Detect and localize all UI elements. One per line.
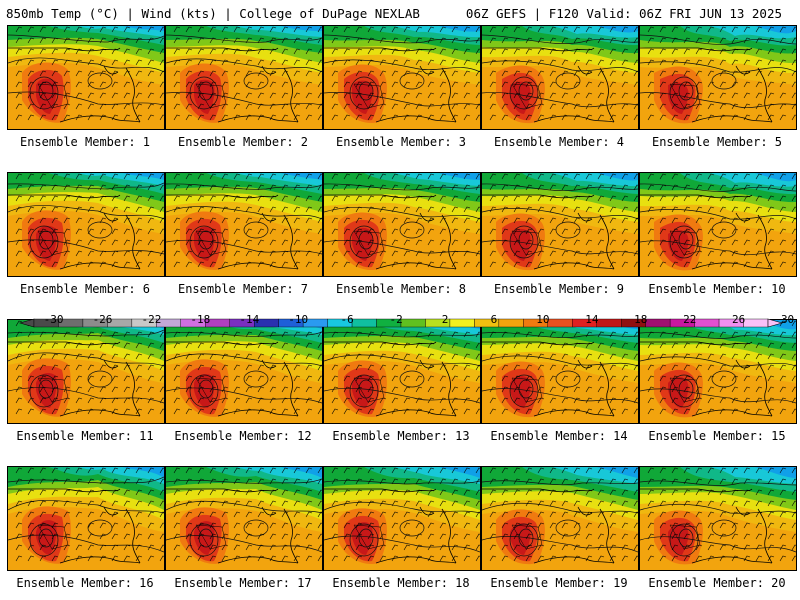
colorbar-max-arrow xyxy=(767,318,784,328)
colorbar-tick-label: -10 xyxy=(288,313,308,326)
ensemble-member-map xyxy=(323,319,481,424)
colorbar-tick-label: -30 xyxy=(44,313,64,326)
colorbar-tick-label: 2 xyxy=(442,313,449,326)
colorbar-swatch xyxy=(400,318,426,328)
ensemble-member-label: Ensemble Member: 19 xyxy=(490,576,628,590)
ensemble-member-label: Ensemble Member: 8 xyxy=(335,282,467,296)
colorbar-swatch xyxy=(645,318,671,328)
colorbar-tick-label: 18 xyxy=(634,313,647,326)
ensemble-member-label: Ensemble Member: 11 xyxy=(16,429,154,443)
ensemble-member-map xyxy=(7,319,165,424)
ensemble-member-label: Ensemble Member: 20 xyxy=(648,576,786,590)
colorbar-tick-label: 14 xyxy=(585,313,599,326)
temperature-map xyxy=(482,173,638,276)
temperature-map xyxy=(324,467,480,570)
temperature-map xyxy=(482,26,638,129)
temperature-map xyxy=(482,467,638,570)
ensemble-member-label: Ensemble Member: 7 xyxy=(177,282,309,296)
colorbar-swatch xyxy=(351,318,377,328)
ensemble-member-map xyxy=(165,466,323,571)
chart-title: 850mb Temp (°C) | Wind (kts) | College o… xyxy=(6,6,420,21)
ensemble-member-map xyxy=(481,25,639,130)
colorbar-tick-label: 10 xyxy=(536,313,549,326)
ensemble-member-label: Ensemble Member: 13 xyxy=(332,429,470,443)
temperature-map xyxy=(166,173,322,276)
ensemble-member-map xyxy=(481,319,639,424)
ensemble-member-map xyxy=(639,466,797,571)
colorbar-swatch xyxy=(498,318,524,328)
temperature-map xyxy=(166,320,322,423)
ensemble-member-map xyxy=(165,172,323,277)
colorbar-tick-label: 22 xyxy=(683,313,696,326)
temperature-map xyxy=(482,320,638,423)
temperature-map xyxy=(166,26,322,129)
temperature-map xyxy=(324,26,480,129)
colorbar-tick-label: 26 xyxy=(732,313,745,326)
temperature-map xyxy=(640,26,796,129)
ensemble-member-map xyxy=(481,172,639,277)
temperature-colorbar: -30-26-22-18-14-10-6-2261014182226303438… xyxy=(18,313,794,328)
colorbar-swatch xyxy=(743,318,769,328)
colorbar-tick-label: -14 xyxy=(239,313,259,326)
ensemble-member-map xyxy=(323,466,481,571)
ensemble-member-label: Ensemble Member: 18 xyxy=(332,576,470,590)
temperature-map xyxy=(166,467,322,570)
ensemble-member-label: Ensemble Member: 16 xyxy=(16,576,154,590)
colorbar-tick-label: -6 xyxy=(341,313,354,326)
ensemble-member-label: Ensemble Member: 5 xyxy=(651,135,783,149)
colorbar-swatch xyxy=(547,318,573,328)
colorbar-swatch xyxy=(449,318,475,328)
colorbar-swatch xyxy=(596,318,622,328)
ensemble-member-label: Ensemble Member: 15 xyxy=(648,429,786,443)
temperature-map xyxy=(8,173,164,276)
colorbar-min-arrow xyxy=(18,318,35,328)
ensemble-member-label: Ensemble Member: 17 xyxy=(174,576,312,590)
temperature-map xyxy=(324,320,480,423)
colorbar-tick-label: 6 xyxy=(491,313,498,326)
ensemble-member-label: Ensemble Member: 2 xyxy=(177,135,309,149)
colorbar-swatch xyxy=(694,318,720,328)
ensemble-member-label: Ensemble Member: 14 xyxy=(490,429,628,443)
ensemble-member-map xyxy=(639,319,797,424)
ensemble-member-map xyxy=(639,172,797,277)
ensemble-member-map xyxy=(7,25,165,130)
ensemble-member-label: Ensemble Member: 3 xyxy=(335,135,467,149)
ensemble-member-map xyxy=(7,466,165,571)
ensemble-member-map xyxy=(639,25,797,130)
ensemble-member-label: Ensemble Member: 1 xyxy=(19,135,151,149)
temperature-map xyxy=(640,173,796,276)
model-run-info: 06Z GEFS | F120 Valid: 06Z FRI JUN 13 20… xyxy=(465,6,782,21)
ensemble-member-label: Ensemble Member: 12 xyxy=(174,429,312,443)
temperature-map xyxy=(8,467,164,570)
temperature-map xyxy=(640,320,796,423)
colorbar-tick-label: 30 xyxy=(781,313,794,326)
ensemble-member-label: Ensemble Member: 4 xyxy=(493,135,625,149)
temperature-map xyxy=(8,26,164,129)
ensemble-member-label: Ensemble Member: 9 xyxy=(493,282,625,296)
ensemble-member-map xyxy=(165,25,323,130)
colorbar-tick-label: -2 xyxy=(389,313,402,326)
colorbar-tick-label: -26 xyxy=(93,313,113,326)
ensemble-member-map xyxy=(481,466,639,571)
temperature-map xyxy=(640,467,796,570)
ensemble-member-map xyxy=(323,172,481,277)
ensemble-member-map xyxy=(323,25,481,130)
colorbar-tick-label: -22 xyxy=(142,313,162,326)
temperature-map xyxy=(324,173,480,276)
temperature-map xyxy=(8,320,164,423)
colorbar-tick-label: -18 xyxy=(190,313,210,326)
ensemble-member-map xyxy=(165,319,323,424)
ensemble-member-map xyxy=(7,172,165,277)
ensemble-member-label: Ensemble Member: 10 xyxy=(648,282,786,296)
ensemble-member-label: Ensemble Member: 6 xyxy=(19,282,151,296)
